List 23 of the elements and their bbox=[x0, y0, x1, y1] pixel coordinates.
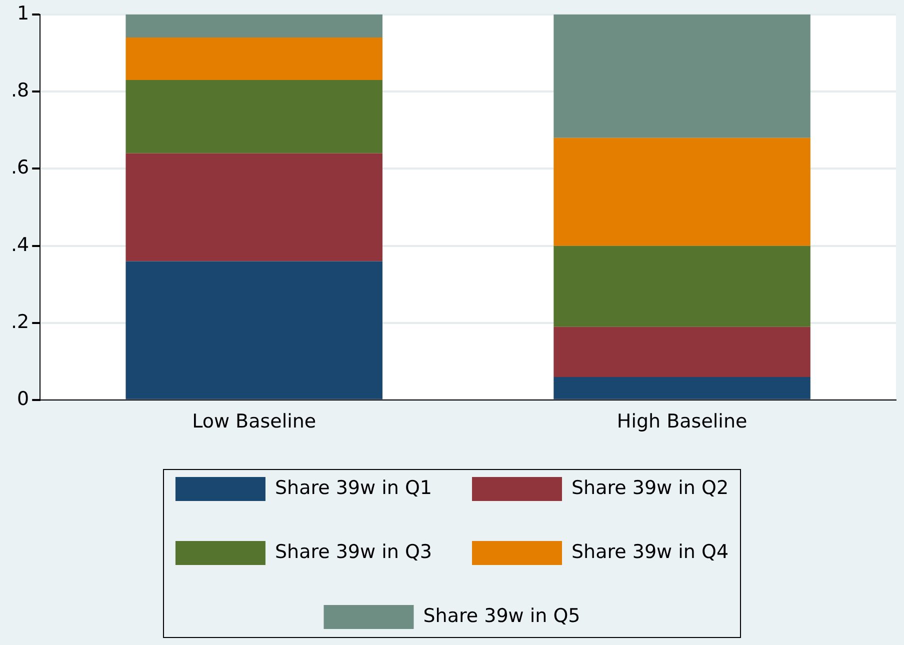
bar bbox=[126, 261, 382, 400]
bar bbox=[554, 246, 810, 327]
y-tick-label: .8 bbox=[10, 79, 30, 102]
bar bbox=[126, 80, 382, 154]
y-tick-label: .2 bbox=[10, 310, 30, 333]
legend-label: Share 39w in Q5 bbox=[423, 604, 580, 627]
bar bbox=[126, 38, 382, 80]
legend-label: Share 39w in Q1 bbox=[274, 476, 432, 499]
y-tick-label: 1 bbox=[17, 2, 30, 24]
bar bbox=[126, 14, 382, 38]
y-tick-label: .4 bbox=[10, 234, 30, 256]
y-tick-label: .6 bbox=[10, 156, 30, 179]
bar bbox=[554, 377, 810, 400]
legend-label: Share 39w in Q3 bbox=[274, 540, 432, 563]
bar bbox=[554, 326, 810, 378]
bar bbox=[554, 14, 810, 138]
legend-label: Share 39w in Q2 bbox=[572, 476, 729, 499]
legend-label: Share 39w in Q4 bbox=[572, 540, 729, 563]
y-tick-label: 0 bbox=[17, 388, 30, 410]
x-tick-label: Low Baseline bbox=[192, 410, 316, 433]
bar bbox=[126, 153, 382, 262]
bar bbox=[554, 138, 810, 246]
x-tick-label: High Baseline bbox=[616, 410, 748, 433]
